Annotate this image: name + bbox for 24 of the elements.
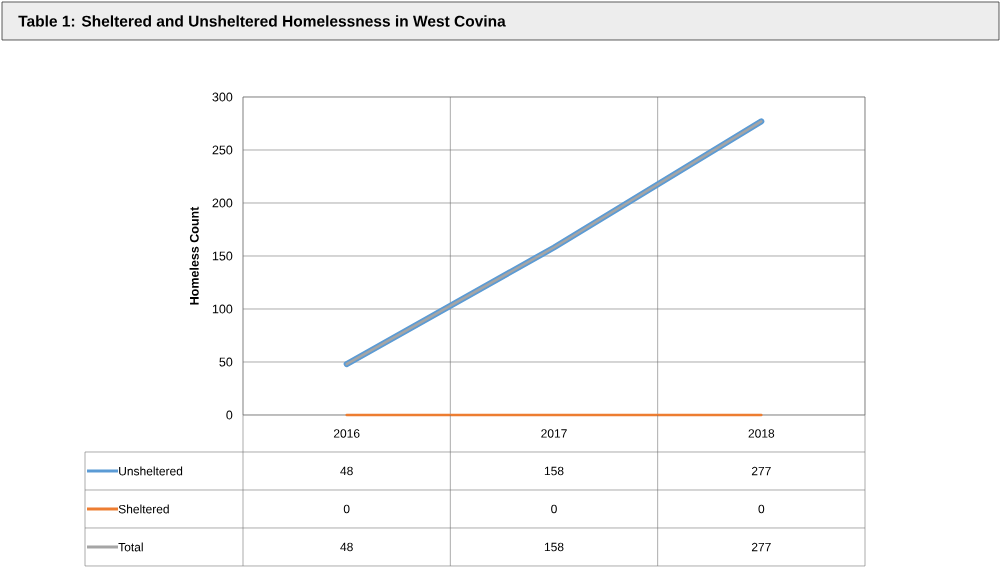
y-tick-label: 200 [212,198,233,208]
y-tick-label: 300 [212,92,233,102]
y-tick-label: 150 [212,251,233,261]
legend-label: Total [118,542,143,552]
y-axis-title: Homeless Count [189,206,199,305]
legend-label: Sheltered [118,504,169,514]
chart-title: Table 1: Sheltered and Unsheltered Homelessness in West Covina [18,15,506,27]
data-label: 277 [751,466,771,476]
data-label: 0 [343,504,350,514]
data-label: 0 [551,504,557,514]
data-label: 48 [340,542,353,552]
legend-label: Unsheltered [119,466,183,476]
data-label: 158 [544,542,564,552]
x-tick-label: 2017 [541,429,567,438]
x-tick-label: 2018 [748,429,775,438]
data-label: 158 [544,466,564,476]
data-label: 48 [340,466,353,476]
y-tick-label: 0 [226,410,233,420]
data-label: 0 [758,504,765,514]
y-tick-label: 250 [212,145,233,155]
data-label: 277 [751,542,771,552]
y-tick-label: 100 [212,304,233,314]
y-tick-label: 50 [219,357,233,367]
x-tick-label: 2016 [333,429,360,438]
